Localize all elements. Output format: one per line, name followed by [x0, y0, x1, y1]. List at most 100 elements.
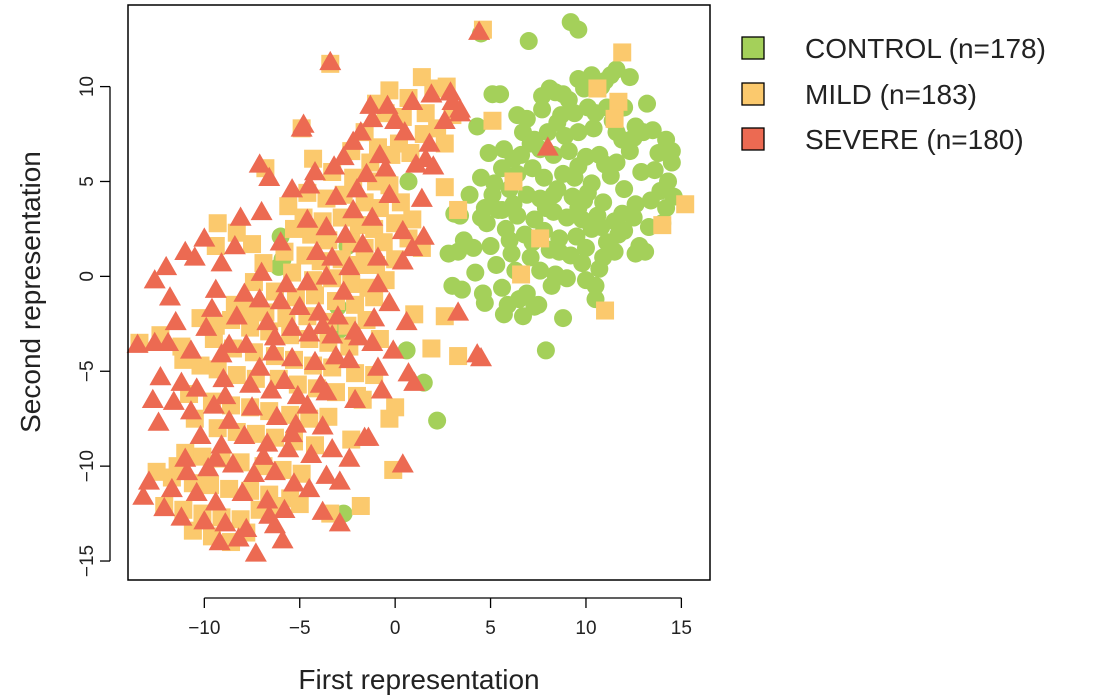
axes: −10 −5 0 5 10 15 −15 −10 −5 0 5 10	[77, 76, 692, 639]
severe-point	[344, 388, 367, 408]
control-point	[498, 295, 517, 314]
severe-point	[126, 333, 149, 353]
x-tick-label: −5	[289, 618, 311, 639]
mild-point	[605, 109, 624, 128]
control-point	[504, 195, 523, 214]
control-point	[517, 284, 536, 303]
control-point	[399, 172, 418, 191]
severe-point	[286, 384, 309, 405]
severe-point	[132, 485, 155, 505]
control-point	[472, 208, 491, 227]
severe-point	[433, 109, 456, 130]
severe-point	[170, 371, 193, 391]
severe-point	[204, 491, 227, 511]
severe-point	[281, 422, 304, 443]
control-point	[529, 295, 548, 314]
control-point	[641, 191, 660, 210]
severe-point	[185, 481, 208, 501]
severe-point	[311, 314, 334, 334]
severe-point	[366, 246, 389, 266]
control-point	[534, 168, 553, 187]
control-point	[569, 20, 588, 39]
control-point	[521, 248, 540, 267]
control-point	[513, 307, 532, 326]
severe-point	[403, 371, 426, 391]
severe-point	[137, 470, 160, 490]
severe-point	[221, 453, 244, 473]
x-tick-label: 0	[390, 618, 401, 639]
severe-point	[296, 208, 319, 228]
severe-point	[149, 365, 172, 386]
control-point	[487, 255, 506, 274]
control-point	[573, 254, 592, 273]
severe-point	[262, 341, 285, 361]
severe-point	[250, 261, 273, 281]
severe-point	[355, 162, 378, 183]
severe-point	[248, 356, 271, 376]
severe-point	[214, 384, 237, 405]
control-point	[613, 204, 632, 223]
severe-point	[183, 246, 206, 266]
mild-point	[596, 301, 615, 320]
control-point	[475, 293, 494, 312]
severe-point	[391, 219, 414, 240]
mild-point	[349, 216, 368, 235]
severe-point	[412, 225, 435, 245]
y-tick-label: 5	[77, 176, 98, 187]
severe-point	[378, 183, 401, 204]
severe-point	[439, 81, 462, 101]
mild-point	[403, 210, 422, 229]
mild-point	[346, 364, 365, 383]
control-point	[542, 276, 561, 295]
severe-point	[382, 339, 405, 359]
severe-point	[141, 388, 164, 408]
severe-point	[305, 240, 328, 260]
severe-point	[315, 216, 338, 236]
control-point	[554, 309, 573, 328]
severe-point	[370, 379, 393, 399]
control-point	[521, 134, 540, 153]
control-point	[596, 155, 615, 174]
severe-point	[239, 373, 262, 393]
severe-point	[193, 227, 216, 247]
control-point	[479, 144, 498, 163]
control-point	[468, 117, 487, 136]
severe-point	[357, 426, 380, 446]
mild-point	[300, 409, 319, 428]
mild-point	[435, 307, 454, 326]
mild-point	[201, 476, 220, 495]
severe-point	[258, 504, 281, 524]
control-point	[483, 85, 502, 104]
severe-point	[441, 90, 464, 111]
severe-point	[160, 477, 183, 498]
severe-point	[324, 185, 347, 205]
control-point	[559, 142, 578, 161]
severe-point	[214, 512, 237, 532]
control-point	[481, 237, 500, 256]
x-tick-label: 10	[575, 618, 596, 639]
legend-swatch-control	[741, 36, 765, 60]
mild-point	[304, 149, 323, 168]
severe-point	[319, 50, 342, 71]
severe-point	[298, 322, 321, 342]
severe-point	[363, 307, 386, 327]
severe-point	[468, 20, 491, 40]
mild-point	[220, 479, 239, 498]
severe-point	[158, 286, 181, 306]
severe-point	[283, 472, 306, 492]
mild-point	[346, 295, 365, 314]
severe-point	[376, 94, 399, 114]
control-point	[550, 242, 569, 261]
y-axis-title: Second representation	[15, 151, 46, 433]
control-point	[504, 149, 523, 168]
severe-point	[275, 272, 298, 293]
severe-point	[288, 295, 311, 315]
control-point	[502, 244, 521, 263]
mild-point	[365, 288, 384, 307]
severe-point	[233, 282, 256, 302]
severe-point	[366, 356, 389, 376]
severe-point	[185, 377, 208, 397]
mild-point	[306, 286, 325, 305]
severe-point	[395, 310, 418, 331]
severe-point	[143, 331, 166, 352]
